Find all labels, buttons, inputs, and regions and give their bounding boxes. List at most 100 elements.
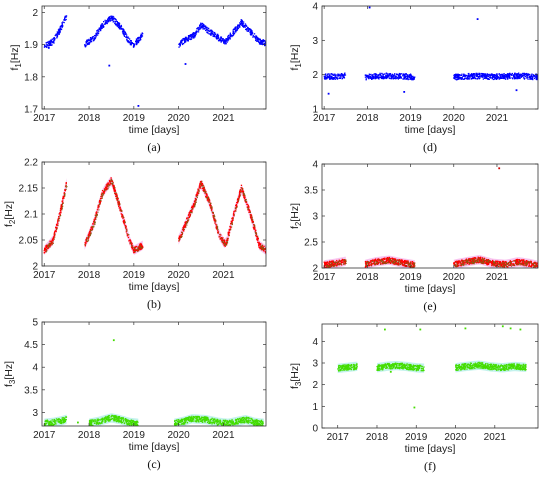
data-point (229, 37, 231, 39)
data-point (235, 31, 237, 33)
data-point (340, 260, 342, 262)
data-point (96, 216, 98, 218)
data-point (245, 28, 248, 30)
data-point (343, 259, 345, 261)
data-point (64, 18, 66, 20)
data-point (460, 78, 462, 80)
data-point (179, 238, 181, 240)
data-point (188, 418, 190, 421)
data-point (48, 245, 50, 247)
data-point (391, 257, 394, 259)
data-point (209, 33, 211, 35)
data-point (330, 264, 333, 266)
data-point (453, 77, 455, 79)
data-point (54, 231, 56, 233)
data-point (407, 75, 409, 77)
data-point (63, 21, 65, 24)
data-point (53, 233, 55, 235)
data-point (492, 78, 495, 81)
data-point (262, 248, 264, 250)
data-point (126, 419, 128, 421)
data-point (533, 74, 535, 76)
data-point (365, 265, 367, 267)
data-point (397, 78, 399, 80)
data-point (45, 248, 47, 250)
plot-area-e (323, 167, 538, 268)
data-point (256, 423, 259, 425)
data-point (345, 259, 347, 261)
data-point (331, 263, 333, 265)
data-point (517, 78, 519, 80)
data-point (201, 183, 204, 185)
data-point (508, 74, 510, 76)
data-point (204, 417, 206, 419)
outlier-point (184, 63, 187, 65)
data-point (379, 73, 381, 76)
data-point (211, 421, 213, 424)
data-point (470, 75, 472, 77)
data-point (120, 420, 122, 422)
data-point (375, 73, 378, 76)
data-point (189, 210, 191, 213)
data-point (131, 422, 133, 424)
data-point (399, 262, 401, 264)
data-point (341, 264, 343, 266)
data-point (228, 424, 230, 426)
data-point (140, 36, 143, 38)
data-point (134, 248, 136, 250)
data-point (337, 73, 339, 75)
data-point (258, 242, 260, 245)
data-point (236, 199, 239, 201)
data-point (191, 210, 193, 212)
data-point (245, 199, 247, 201)
data-point (382, 262, 384, 264)
data-point (333, 74, 336, 76)
data-point (400, 259, 403, 262)
y-axis-label-subscript: 1 (294, 63, 303, 68)
confidence-band (44, 178, 67, 256)
data-point (58, 421, 60, 423)
data-point (200, 417, 202, 419)
data-point (244, 196, 246, 199)
data-point (365, 76, 368, 78)
data-point (242, 26, 245, 28)
data-point (105, 186, 107, 188)
data-point (133, 45, 135, 47)
data-point (56, 224, 58, 226)
data-point (377, 262, 380, 264)
data-point (49, 240, 51, 242)
data-point (138, 246, 140, 248)
data-point (205, 192, 207, 194)
data-point (48, 424, 50, 426)
data-point (96, 32, 99, 34)
data-point (506, 77, 509, 79)
data-point (201, 23, 203, 25)
data-point (185, 417, 187, 419)
data-point (498, 73, 500, 75)
data-point (214, 215, 216, 217)
data-point (333, 77, 335, 79)
data-point (193, 416, 195, 418)
data-point (235, 420, 237, 422)
data-point (394, 260, 396, 262)
data-point (517, 76, 519, 78)
data-point (108, 20, 110, 22)
data-point (54, 233, 56, 235)
data-point (382, 75, 384, 77)
data-point (205, 28, 207, 30)
data-point (263, 245, 265, 247)
data-point (339, 75, 342, 77)
data-point (206, 197, 208, 199)
data-point (97, 205, 99, 207)
data-point (130, 241, 132, 243)
data-point (523, 75, 525, 77)
data-point (410, 262, 412, 264)
data-point (235, 206, 237, 208)
data-point (227, 421, 229, 423)
data-point (136, 42, 138, 44)
data-point (101, 192, 103, 194)
data-point (195, 416, 197, 418)
data-point (242, 417, 244, 419)
data-point (101, 23, 103, 25)
data-point (101, 417, 103, 420)
